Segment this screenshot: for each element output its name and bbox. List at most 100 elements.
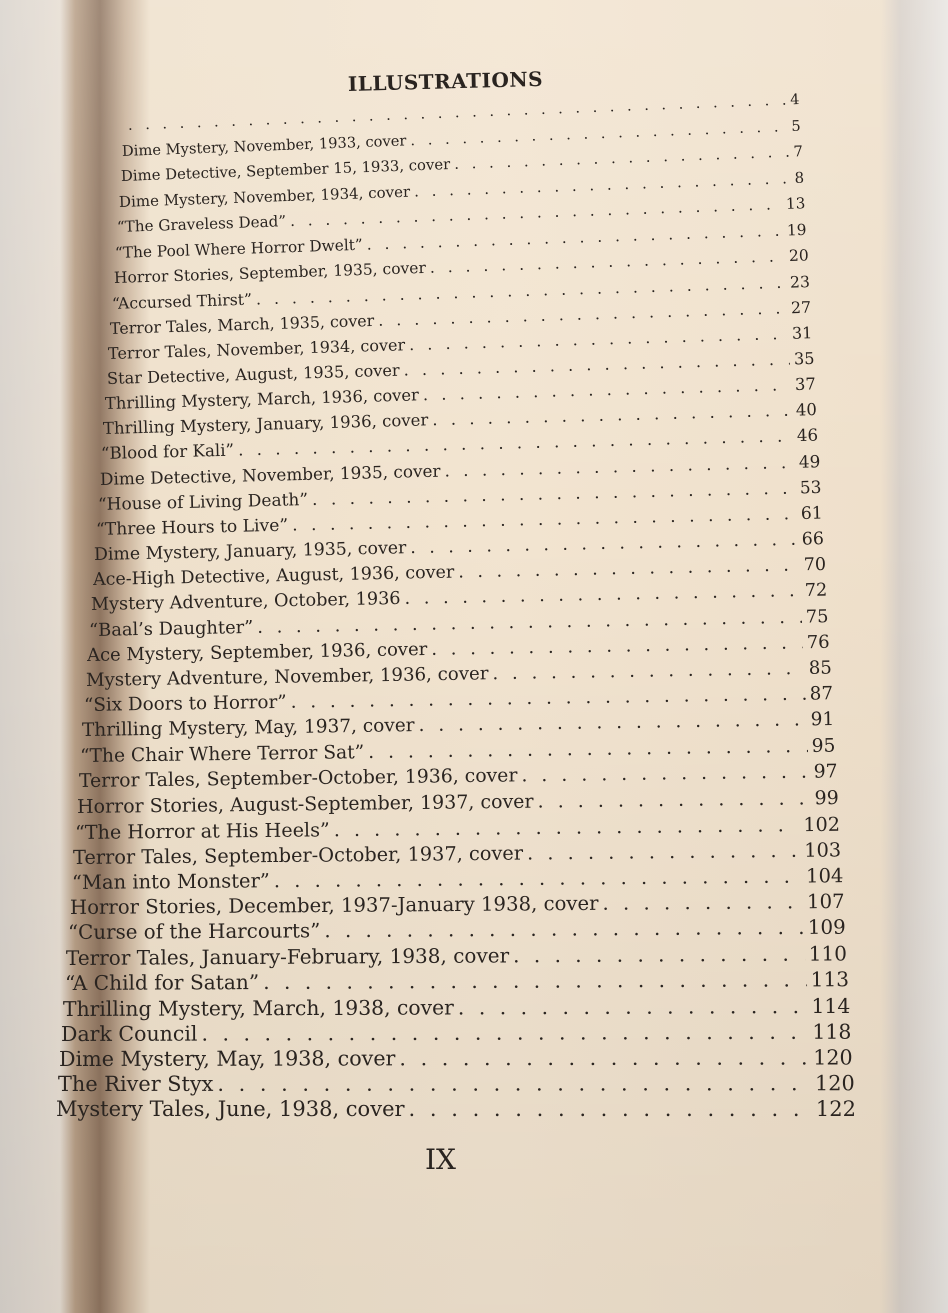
entry-title: Horror Stories, September, 1935, cover xyxy=(113,258,426,287)
dot-leader xyxy=(403,349,790,379)
entry-page-number: 4 xyxy=(789,92,800,109)
entry-title: Horror Stories, December, 1937-January 1… xyxy=(69,891,599,920)
entry-title: “Six Doors to Horror” xyxy=(83,692,287,717)
entry-page-number: 103 xyxy=(804,838,842,862)
entry-title: Thrilling Mystery, May, 1937, cover xyxy=(81,715,415,742)
entry-title: Ace-High Detective, August, 1936, cover xyxy=(92,562,455,590)
list-item: Dark Council 118 xyxy=(61,1019,852,1045)
entry-title: “Curse of the Harcourts” xyxy=(68,919,321,945)
entry-title: Dime Mystery, May, 1938, cover xyxy=(59,1046,396,1071)
entry-title: Thrilling Mystery, January, 1936, cover xyxy=(102,410,429,439)
entry-page-number: 66 xyxy=(801,528,825,550)
entry-title: Terror Tales, September-October, 1936, c… xyxy=(78,764,518,792)
entry-page-number: 7 xyxy=(792,143,803,161)
entry-title: “Baal’s Daughter” xyxy=(88,616,254,641)
entry-title: “The Horror at His Heels” xyxy=(75,818,331,844)
entry-title: Mystery Tales, June, 1938, cover xyxy=(56,1096,405,1121)
entry-page-number: 114 xyxy=(811,993,851,1018)
entry-page-number: 109 xyxy=(807,915,846,940)
entry-page-number: 23 xyxy=(789,271,810,292)
dot-leader xyxy=(602,890,803,915)
dot-leader xyxy=(431,632,803,660)
entry-page-number: 20 xyxy=(788,246,809,265)
entry-title: Dime Mystery, January, 1935, cover xyxy=(94,537,407,565)
entry-page-number: 113 xyxy=(810,967,849,992)
entry-page-number: 13 xyxy=(785,194,806,214)
dot-leader xyxy=(537,787,810,812)
dot-leader xyxy=(422,375,791,404)
dot-leader xyxy=(527,839,800,865)
entry-title: Mystery Adventure, October, 1936 xyxy=(90,588,401,615)
dot-leader xyxy=(432,401,792,430)
entry-page-number: 49 xyxy=(798,451,821,473)
entry-page-number: 37 xyxy=(794,374,816,395)
entry-page-number: 120 xyxy=(814,1071,855,1096)
dot-leader xyxy=(290,684,805,713)
entry-page-number: 53 xyxy=(799,477,822,498)
entry-page-number: 61 xyxy=(800,503,823,524)
dot-leader xyxy=(458,555,800,582)
dot-leader xyxy=(521,761,810,786)
entry-page-number: 91 xyxy=(810,709,835,731)
entry-page-number: 35 xyxy=(793,348,815,369)
page-number-folio: IX xyxy=(425,1143,456,1176)
dot-leader xyxy=(419,710,807,737)
list-item: Terror Tales, January-February, 1938, co… xyxy=(66,942,847,971)
entry-page-number: 75 xyxy=(805,606,829,628)
entry-title: Mystery Adventure, November, 1936, cover xyxy=(85,663,489,692)
dot-leader xyxy=(513,942,805,968)
dot-leader xyxy=(409,1097,812,1121)
entry-title: Dime Detective, September 15, 1933, cove… xyxy=(120,156,450,186)
entry-page-number: 40 xyxy=(795,400,818,420)
list-item: “Curse of the Harcourts” 109 xyxy=(68,916,846,944)
entry-title: Dark Council xyxy=(61,1021,198,1046)
dot-leader xyxy=(217,1071,811,1096)
entry-title: “Blood for Kali” xyxy=(101,440,235,464)
list-item: “Man into Monster” 104 xyxy=(72,864,844,894)
entry-page-number: 104 xyxy=(805,864,844,888)
dot-leader xyxy=(492,658,805,684)
entry-page-number: 27 xyxy=(790,297,812,318)
dot-leader xyxy=(263,968,807,995)
entry-title: Ace Mystery, September, 1936, cover xyxy=(87,639,428,667)
entry-page-number: 70 xyxy=(803,554,826,576)
entry-title: “Accursed Thirst” xyxy=(111,289,253,313)
entry-title: Dime Mystery, November, 1934, cover xyxy=(118,182,411,212)
entry-title: Thrilling Mystery, March, 1938, cover xyxy=(62,994,454,1021)
list-item: Dime Mystery, May, 1938, cover 120 xyxy=(59,1045,853,1071)
dot-leader xyxy=(409,324,788,354)
entry-page-number: 102 xyxy=(803,812,841,836)
dot-leader xyxy=(202,1019,809,1045)
dot-leader xyxy=(400,1045,810,1070)
list-item: The River Styx 120 xyxy=(58,1071,855,1096)
dot-leader xyxy=(429,247,785,277)
entry-page-number: 76 xyxy=(806,631,831,654)
entry-title: “House of Living Death” xyxy=(97,489,309,515)
entry-title: “The Pool Where Horror Dwelt” xyxy=(114,235,364,262)
entry-page-number: 107 xyxy=(806,889,845,914)
entry-page-number: 5 xyxy=(791,117,802,136)
entry-title: “Man into Monster” xyxy=(71,869,270,894)
entry-title: “A Child for Satan” xyxy=(64,970,259,996)
entry-title: Dime Mystery, November, 1933, cover xyxy=(121,132,407,161)
entry-title: Terror Tales, March, 1935, cover xyxy=(109,310,375,338)
entry-page-number: 85 xyxy=(808,657,832,680)
entry-title: Terror Tales, November, 1934, cover xyxy=(108,335,406,363)
list-item: Horror Stories, December, 1937-January 1… xyxy=(70,890,845,919)
dot-leader xyxy=(273,865,801,893)
entry-title: “The Chair Where Terror Sat” xyxy=(80,741,365,767)
entry-page-number: 120 xyxy=(813,1045,854,1070)
entry-title: Thrilling Mystery, March, 1936, cover xyxy=(104,385,419,414)
dot-leader xyxy=(368,735,808,762)
entry-page-number: 19 xyxy=(786,220,808,239)
entry-title: Terror Tales, September-October, 1937, c… xyxy=(73,841,524,869)
dot-leader xyxy=(312,478,796,509)
entry-page-number: 87 xyxy=(809,683,834,705)
list-item: Terror Tales, September-October, 1936, c… xyxy=(79,761,838,792)
list-item: Mystery Tales, June, 1938, cover 122 xyxy=(56,1097,856,1121)
entry-page-number: 118 xyxy=(812,1019,852,1044)
entry-title: “The Graveless Dead” xyxy=(116,212,287,237)
entry-page-number: 99 xyxy=(814,786,839,809)
list-item: “A Child for Satan” 113 xyxy=(65,968,849,996)
entry-title: “Three Hours to Live” xyxy=(95,515,289,540)
